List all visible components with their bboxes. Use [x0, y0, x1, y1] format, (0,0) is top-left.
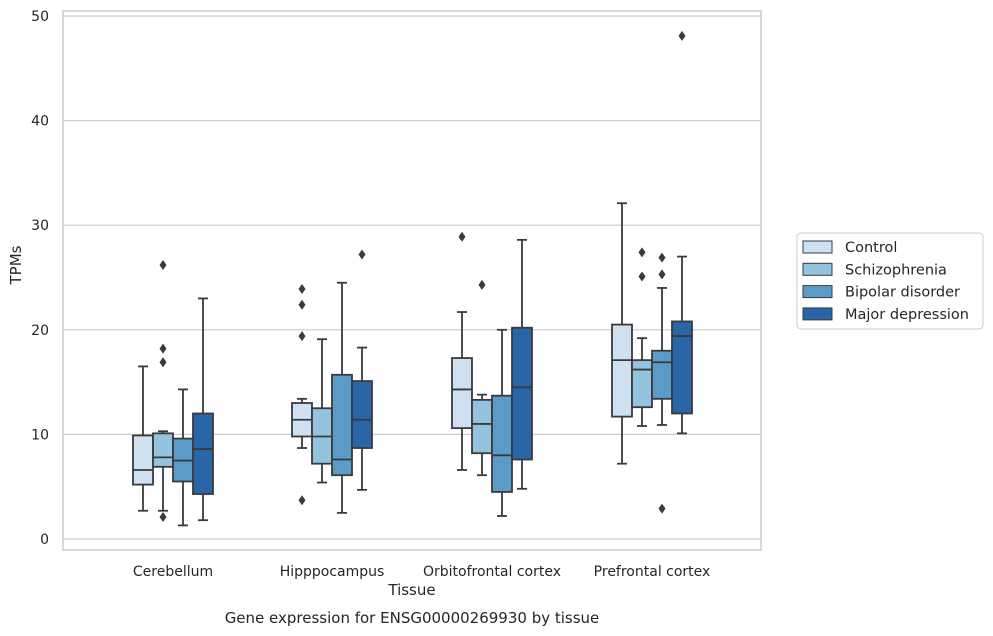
legend-label: Bipolar disorder	[845, 285, 960, 301]
outlier-point	[298, 284, 306, 295]
box-iqr	[631, 359, 653, 409]
box	[351, 249, 373, 491]
legend-label: Schizophrenia	[845, 262, 947, 278]
y-tick-label: 0	[40, 532, 49, 548]
box	[291, 284, 313, 506]
box-iqr	[491, 394, 513, 493]
box	[471, 279, 493, 477]
plot-area	[62, 10, 762, 551]
y-tick-label: 10	[31, 427, 49, 443]
box-iqr	[511, 326, 533, 461]
outlier-point	[159, 357, 167, 368]
outlier-point	[298, 299, 306, 310]
legend-label: Control	[845, 240, 897, 256]
outlier-point	[458, 231, 466, 242]
box-iqr	[132, 434, 154, 486]
outlier-point	[358, 249, 366, 260]
outlier-point	[478, 279, 486, 290]
y-tick-label: 40	[31, 114, 49, 130]
box-group-hipppocampus	[291, 249, 373, 514]
y-gridlines	[63, 15, 761, 540]
box-iqr	[152, 432, 174, 468]
outlier-point	[159, 259, 167, 270]
outlier-point	[298, 495, 306, 506]
x-tick-label: Cerebellum	[133, 564, 213, 580]
box	[611, 202, 633, 465]
box-iqr	[651, 349, 673, 400]
box-group-prefrontal-cortex	[611, 30, 693, 514]
x-tick-label: Orbitofrontal cortex	[423, 564, 561, 580]
outlier-point	[658, 252, 666, 263]
box-iqr	[351, 380, 373, 449]
box	[671, 30, 693, 435]
box	[132, 365, 154, 512]
legend-label: Major depression	[845, 307, 969, 323]
legend: Control Schizophrenia Bipolar disorder Majo…	[796, 232, 984, 330]
box	[651, 252, 673, 514]
outlier-point	[159, 343, 167, 354]
legend-swatch	[802, 307, 833, 321]
outlier-point	[638, 247, 646, 258]
y-tick-label: 50	[31, 9, 49, 25]
outlier-point	[159, 512, 167, 523]
box-group-orbitofrontal-cortex	[451, 231, 533, 517]
x-axis-label: Tissue	[387, 581, 435, 599]
legend-swatch	[802, 285, 833, 299]
y-axis-label: TPMs	[7, 245, 25, 285]
box-iqr	[471, 398, 493, 455]
box-group-cerebellum	[132, 259, 214, 527]
y-tick-label: 30	[31, 218, 49, 234]
outlier-point	[638, 271, 646, 282]
box-iqr	[451, 357, 473, 430]
box-groups	[132, 30, 693, 527]
y-tick-label: 20	[31, 323, 49, 339]
box-iqr	[611, 323, 633, 418]
x-tick-labels: Cerebellum Hipppocampus Orbitofrontal cort…	[133, 564, 710, 580]
box-iqr	[671, 320, 693, 415]
box-iqr	[192, 412, 214, 495]
box	[331, 281, 353, 514]
box	[511, 238, 533, 490]
outlier-point	[658, 269, 666, 280]
legend-swatch	[802, 240, 833, 254]
x-tick-label: Hipppocampus	[280, 564, 385, 580]
outlier-point	[298, 331, 306, 342]
legend-swatch	[802, 262, 833, 276]
legend-frame	[796, 232, 984, 330]
box	[192, 297, 214, 522]
box	[491, 328, 513, 517]
figure-caption: Gene expression for ENSG00000269930 by t…	[225, 609, 600, 627]
x-tick-label: Prefrontal cortex	[594, 564, 711, 580]
y-tick-labels: 0 10 20 30 40 50	[31, 9, 49, 548]
outlier-point	[678, 30, 686, 41]
outlier-point	[658, 503, 666, 514]
box	[451, 231, 473, 471]
